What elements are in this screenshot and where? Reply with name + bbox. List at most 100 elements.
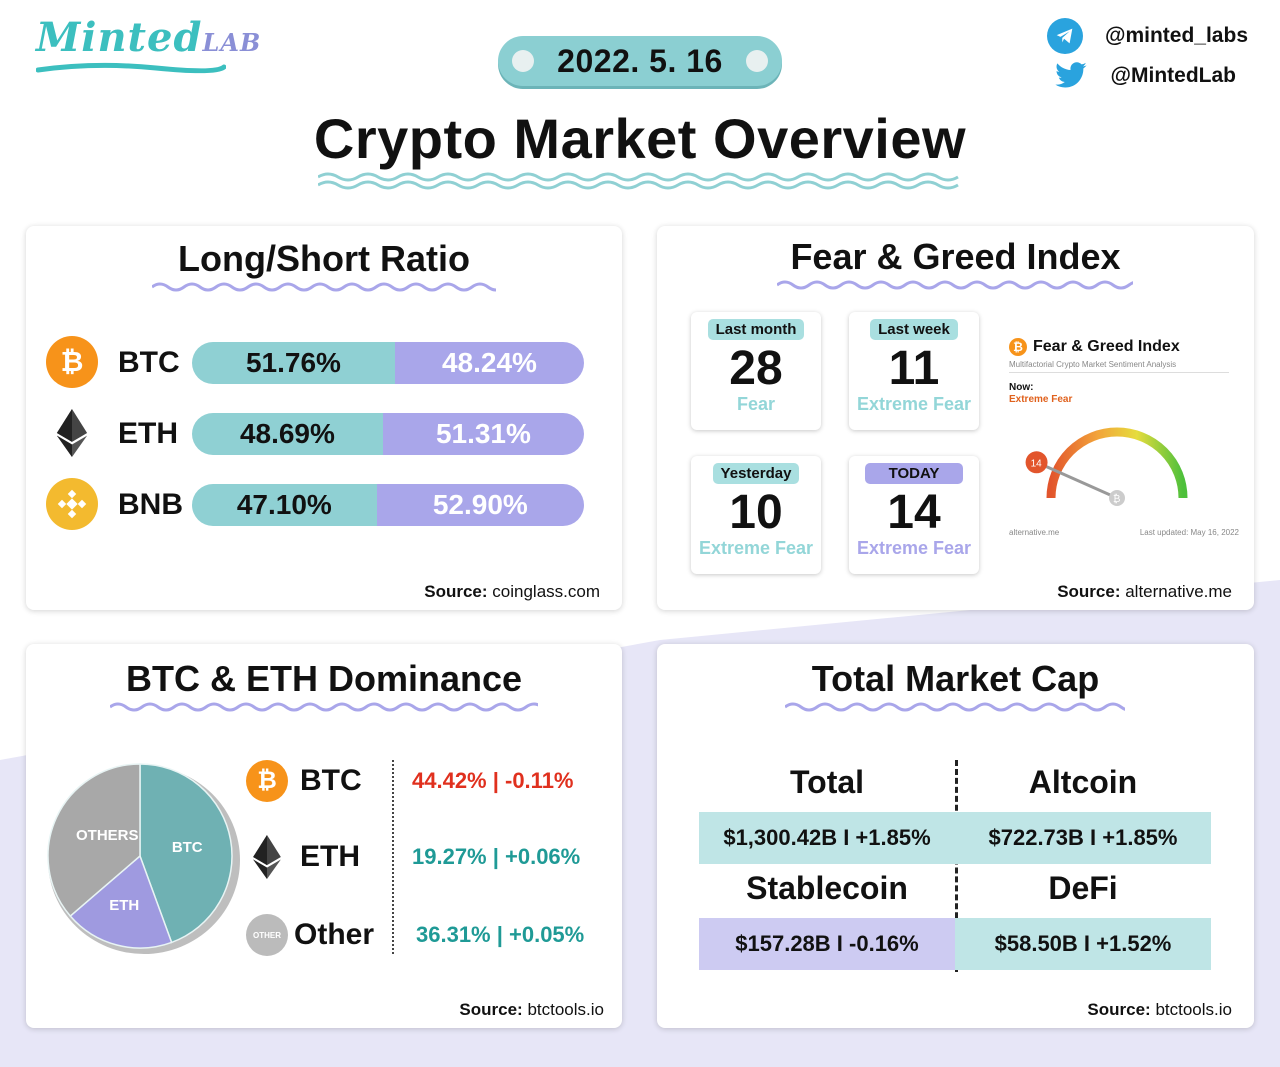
fg-value: 14: [887, 486, 941, 539]
title-wave: [152, 282, 496, 292]
altcoin-heading: Altcoin: [1028, 764, 1138, 800]
long-short-row-eth: ETH 48.69% 51.31%: [46, 407, 606, 461]
long-segment: 47.10%: [192, 484, 377, 526]
title-wave: [777, 280, 1133, 290]
coin-label: BTC: [118, 346, 180, 379]
source-note: Source: coinglass.com: [424, 582, 600, 601]
source-link[interactable]: btctools.io: [1155, 1000, 1232, 1019]
coin-label: BNB: [118, 488, 183, 521]
short-value: 51.31%: [435, 418, 531, 449]
widget-title: Fear & Greed Index: [1033, 338, 1180, 355]
fear-greed-card: Fear & Greed Index Last month 28 Fear La…: [657, 226, 1254, 610]
widget-footer-right: Last updated: May 16, 2022: [1139, 528, 1239, 537]
fg-tag: Yesterday: [712, 463, 800, 484]
gauge-needle: [1035, 460, 1118, 500]
dominance-value: 44.42% | -0.11%: [412, 768, 574, 793]
fg-value: 11: [888, 342, 940, 395]
source-note: Source: btctools.io: [1087, 1000, 1232, 1019]
gauge-arc: [1046, 427, 1188, 499]
short-segment: 48.24%: [394, 342, 584, 384]
report-date: 2022. 5. 16: [557, 42, 723, 79]
fg-label: Extreme Fear: [856, 538, 972, 558]
short-value: 48.24%: [441, 347, 537, 378]
page-title: Crypto Market Overview: [313, 107, 967, 170]
dominance-row-eth: ETH 19.27% | +0.06%: [246, 832, 606, 882]
fg-tag: Last month: [707, 319, 805, 340]
pie-slice-others: [47, 763, 141, 918]
pie-label-eth: ETH: [109, 897, 139, 914]
hub-bitcoin-icon: ₿: [1113, 493, 1120, 505]
stablecoin-value: $157.28B I -0.16%: [699, 918, 955, 970]
pie-label-others: OTHERS: [76, 827, 139, 844]
fg-tag: TODAY: [864, 463, 964, 484]
fg-value: 28: [729, 342, 783, 395]
short-segment: 51.31%: [382, 413, 584, 455]
pie-slice-btc: [139, 763, 233, 944]
ethereum-icon: [246, 835, 288, 879]
dominance-title: BTC & ETH Dominance: [125, 658, 523, 699]
dominance-value: 36.31% | +0.05%: [416, 922, 585, 947]
title-wave: [785, 702, 1125, 712]
long-value: 47.10%: [236, 489, 332, 520]
fg-today: TODAY 14 Extreme Fear: [849, 456, 979, 574]
fear-greed-title: Fear & Greed Index: [790, 236, 1121, 277]
pie-slice-eth: [69, 854, 173, 949]
fg-label: Fear: [736, 394, 776, 414]
total-value: $1,300.42B I +1.85%: [699, 812, 955, 864]
source-link[interactable]: alternative.me: [1125, 582, 1232, 601]
stablecoin-heading: Stablecoin: [746, 870, 908, 906]
ethereum-icon: [46, 407, 98, 459]
title-wave: [110, 702, 538, 712]
bitcoin-icon: ₿: [246, 760, 288, 802]
long-segment: 48.69%: [192, 413, 383, 455]
long-segment: 51.76%: [192, 342, 395, 384]
ratio-bar: 51.76% 48.24%: [192, 342, 584, 384]
source-note: Source: alternative.me: [1057, 582, 1232, 601]
fg-yesterday: Yesterday 10 Extreme Fear: [691, 456, 821, 574]
gauge-value: 14: [1031, 458, 1043, 469]
telegram-icon: [1046, 18, 1083, 54]
market-cap-title: Total Market Cap: [811, 658, 1100, 699]
dominance-row-btc: ₿ BTC 44.42% | -0.11%: [246, 756, 606, 806]
widget-now-value: Extreme Fear: [1009, 394, 1073, 405]
dominance-row-other: OTHER Other 36.31% | +0.05%: [246, 910, 606, 960]
coin-label: Other: [294, 918, 375, 951]
long-value: 51.76%: [245, 347, 341, 378]
brand-logo: MintedLAB: [36, 14, 262, 61]
fg-value: 10: [729, 486, 783, 539]
long-short-row-bnb: BNB 47.10% 52.90%: [46, 478, 606, 532]
pill-dot-left: [512, 50, 534, 72]
pie-label-btc: BTC: [172, 839, 203, 856]
fg-label: Extreme Fear: [698, 538, 814, 558]
logo-underline: [36, 62, 226, 74]
ratio-bar: 47.10% 52.90%: [192, 484, 584, 526]
fg-tag: Last week: [870, 319, 958, 340]
gauge-value-dot: [1025, 451, 1048, 474]
gauge: ₿ 14: [1025, 427, 1188, 506]
long-value: 48.69%: [239, 418, 335, 449]
long-short-row-btc: ₿ BTC 51.76% 48.24%: [46, 336, 606, 390]
coin-label: ETH: [300, 840, 360, 873]
altcoin-value: $722.73B I +1.85%: [955, 812, 1211, 864]
divider: [392, 760, 394, 954]
fg-label: Extreme Fear: [856, 394, 972, 414]
pill-dot-right: [746, 50, 768, 72]
total-heading: Total: [789, 764, 865, 800]
market-cap-card: Total Market Cap Total Altcoin $1,300.42…: [657, 644, 1254, 1028]
twitter-handle[interactable]: @MintedLab: [1052, 58, 1236, 94]
widget-footer-left: alternative.me: [1009, 528, 1060, 537]
defi-value: $58.50B I +1.52%: [955, 918, 1211, 970]
widget-subtitle: Multifactorial Crypto Market Sentiment A…: [1009, 360, 1229, 373]
telegram-handle[interactable]: @minted_labs: [1046, 18, 1248, 54]
date-badge: 2022. 5. 16: [498, 36, 782, 86]
other-icon: OTHER: [246, 914, 288, 956]
fear-greed-widget: ₿ Fear & Greed Index Multifactorial Cryp…: [1009, 338, 1249, 538]
source-link[interactable]: btctools.io: [527, 1000, 604, 1019]
divider: [955, 760, 958, 972]
dominance-value: 19.27% | +0.06%: [412, 844, 581, 869]
bitcoin-icon: ₿: [46, 336, 98, 388]
coin-label: ETH: [118, 417, 178, 450]
short-segment: 52.90%: [376, 484, 584, 526]
source-link[interactable]: coinglass.com: [492, 582, 600, 601]
bitcoin-icon: ₿: [1009, 338, 1027, 356]
